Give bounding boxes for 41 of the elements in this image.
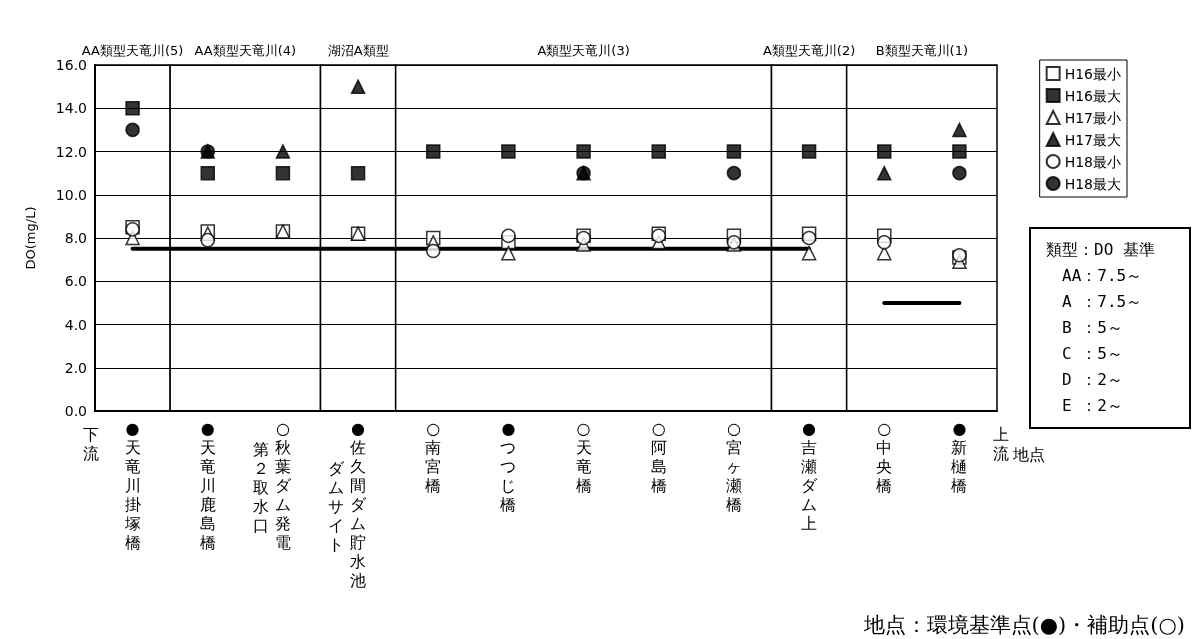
band-label: AA類型天竜川(5)	[81, 42, 184, 58]
text: 上流	[993, 425, 1009, 463]
text: 地点：環境基準点(●)・補助点(○)	[862, 613, 1185, 637]
x-tick-label: ○秋葉ダム発電	[274, 419, 292, 552]
legend-label: H16最小	[1064, 65, 1121, 82]
y-tick-label: 12.0	[55, 143, 87, 160]
x-tick-label: ○天竜橋	[575, 419, 592, 495]
text: 地点	[1012, 445, 1045, 464]
legend-label: H16最大	[1064, 87, 1121, 104]
text: 下流	[83, 425, 99, 463]
band-label: B類型天竜川(1)	[875, 42, 969, 58]
text: 第２取水口	[252, 440, 269, 535]
band-label: A類型天竜川(3)	[537, 42, 630, 58]
y-tick-label: 16.0	[55, 57, 87, 73]
y-tick-label: 6.0	[64, 273, 87, 290]
legend-label: H17最大	[1064, 131, 1121, 148]
band-label: AA類型天竜川(4)	[194, 42, 297, 58]
x-tick-label: ○中央橋	[876, 419, 893, 495]
legend-label: H18最大	[1064, 175, 1121, 192]
x-tick-label: ●つつじ橋	[500, 419, 517, 514]
band-label: 湖沼A類型	[327, 42, 389, 58]
y-tick-label: 14.0	[55, 100, 87, 117]
x-tick-label: ○宮ヶ瀬橋	[725, 419, 742, 514]
y-tick-label: 0.0	[64, 403, 87, 419]
y-axis-title: DO(mg/L)	[23, 206, 38, 270]
category-label: ●佐久間ダム貯水池	[350, 419, 367, 590]
x-tick-label: ●天竜川掛塚橋	[123, 419, 141, 552]
x-tick-label: ●新樋橋	[951, 419, 968, 495]
y-tick-label: 4.0	[64, 316, 87, 333]
y-tick-label: 2.0	[64, 359, 87, 376]
y-tick-label: 8.0	[64, 230, 87, 246]
text: ダムサイト	[328, 459, 346, 554]
x-tick-label: ●天竜川鹿島橋	[199, 419, 216, 552]
legend-label: H17最小	[1064, 109, 1121, 126]
x-tick-label: ●吉瀬ダム上	[801, 419, 819, 533]
band-label: A類型天竜川(2)	[762, 42, 856, 58]
x-tick-label: ○阿島橋	[650, 419, 667, 495]
legend-label: H18最小	[1064, 153, 1121, 170]
x-tick-label: ○南宮橋	[425, 419, 442, 495]
text: 類型：DO 基準 AA：7.5～ A ：7.5～ B ：5～ C ：5～ D ：2～ E ：2～	[1046, 239, 1155, 415]
y-tick-label: 10.0	[55, 186, 87, 203]
